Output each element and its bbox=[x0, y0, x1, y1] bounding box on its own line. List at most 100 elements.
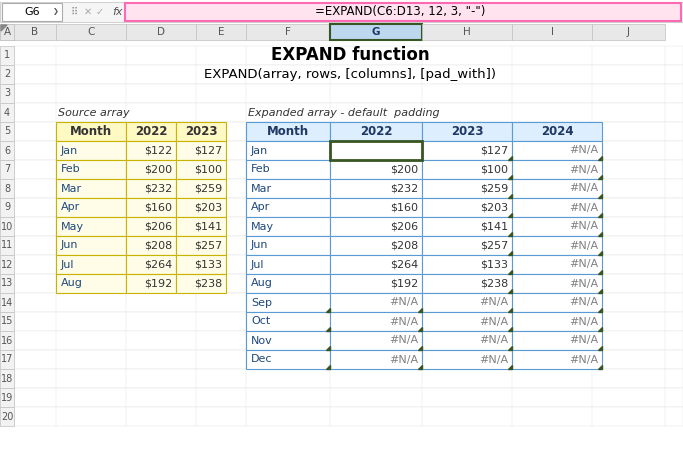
FancyBboxPatch shape bbox=[2, 3, 62, 21]
Text: 12: 12 bbox=[1, 260, 13, 270]
FancyBboxPatch shape bbox=[14, 141, 683, 160]
Polygon shape bbox=[508, 232, 512, 236]
Text: #N/A: #N/A bbox=[569, 202, 598, 212]
Text: #N/A: #N/A bbox=[479, 298, 508, 307]
FancyBboxPatch shape bbox=[330, 141, 422, 160]
Text: ✓: ✓ bbox=[96, 7, 104, 17]
Text: Apr: Apr bbox=[251, 202, 270, 212]
FancyBboxPatch shape bbox=[14, 122, 683, 141]
Text: $206: $206 bbox=[390, 221, 418, 231]
FancyBboxPatch shape bbox=[246, 255, 330, 274]
Text: 1: 1 bbox=[4, 51, 10, 61]
Text: $203: $203 bbox=[480, 202, 508, 212]
FancyBboxPatch shape bbox=[56, 274, 126, 293]
Text: 13: 13 bbox=[1, 279, 13, 289]
Polygon shape bbox=[508, 175, 512, 179]
Polygon shape bbox=[326, 327, 330, 331]
Polygon shape bbox=[598, 156, 602, 160]
Polygon shape bbox=[598, 289, 602, 293]
Text: 11: 11 bbox=[1, 240, 13, 251]
FancyBboxPatch shape bbox=[0, 179, 14, 198]
FancyBboxPatch shape bbox=[176, 198, 226, 217]
FancyBboxPatch shape bbox=[0, 103, 14, 122]
Text: H: H bbox=[463, 27, 471, 37]
FancyBboxPatch shape bbox=[512, 293, 602, 312]
Text: 18: 18 bbox=[1, 374, 13, 384]
Text: 6: 6 bbox=[4, 146, 10, 156]
FancyBboxPatch shape bbox=[176, 255, 226, 274]
FancyBboxPatch shape bbox=[0, 24, 14, 40]
FancyBboxPatch shape bbox=[512, 122, 602, 141]
Text: A: A bbox=[3, 27, 10, 37]
Text: $160: $160 bbox=[144, 202, 172, 212]
Polygon shape bbox=[508, 270, 512, 274]
FancyBboxPatch shape bbox=[0, 84, 14, 103]
FancyBboxPatch shape bbox=[246, 236, 330, 255]
FancyBboxPatch shape bbox=[0, 407, 14, 426]
Polygon shape bbox=[508, 346, 512, 350]
FancyBboxPatch shape bbox=[14, 350, 683, 369]
Text: Jun: Jun bbox=[61, 240, 79, 251]
Polygon shape bbox=[326, 346, 330, 350]
Text: Expanded array - default  padding: Expanded array - default padding bbox=[248, 107, 440, 117]
FancyBboxPatch shape bbox=[0, 141, 14, 160]
Text: $238: $238 bbox=[194, 279, 222, 289]
FancyBboxPatch shape bbox=[0, 160, 14, 179]
Text: 17: 17 bbox=[1, 354, 13, 365]
Text: $232: $232 bbox=[143, 184, 172, 193]
Text: C: C bbox=[87, 27, 95, 37]
FancyBboxPatch shape bbox=[126, 24, 196, 40]
Text: $206: $206 bbox=[144, 221, 172, 231]
FancyBboxPatch shape bbox=[14, 293, 683, 312]
Text: 20: 20 bbox=[1, 412, 13, 421]
Text: Mar: Mar bbox=[61, 184, 82, 193]
Text: #N/A: #N/A bbox=[389, 354, 418, 365]
Polygon shape bbox=[1, 25, 7, 31]
FancyBboxPatch shape bbox=[14, 388, 683, 407]
FancyBboxPatch shape bbox=[14, 179, 683, 198]
FancyBboxPatch shape bbox=[126, 160, 176, 179]
Text: $264: $264 bbox=[390, 260, 418, 270]
Text: #N/A: #N/A bbox=[479, 335, 508, 345]
Text: Jul: Jul bbox=[251, 260, 264, 270]
Text: $203: $203 bbox=[194, 202, 222, 212]
FancyBboxPatch shape bbox=[14, 369, 683, 388]
FancyBboxPatch shape bbox=[14, 255, 683, 274]
FancyBboxPatch shape bbox=[512, 255, 602, 274]
FancyBboxPatch shape bbox=[512, 236, 602, 255]
Text: EXPAND(array, rows, [columns], [pad_with]): EXPAND(array, rows, [columns], [pad_with… bbox=[204, 68, 496, 81]
Polygon shape bbox=[598, 365, 602, 369]
FancyBboxPatch shape bbox=[246, 293, 330, 312]
Text: #N/A: #N/A bbox=[569, 335, 598, 345]
FancyBboxPatch shape bbox=[0, 255, 14, 274]
Text: E: E bbox=[218, 27, 224, 37]
Text: Month: Month bbox=[70, 125, 112, 138]
Polygon shape bbox=[326, 365, 330, 369]
Text: $141: $141 bbox=[480, 221, 508, 231]
FancyBboxPatch shape bbox=[246, 274, 330, 293]
Text: 7: 7 bbox=[4, 165, 10, 175]
FancyBboxPatch shape bbox=[56, 122, 126, 141]
FancyBboxPatch shape bbox=[0, 24, 14, 40]
FancyBboxPatch shape bbox=[330, 312, 422, 331]
Text: Jul: Jul bbox=[61, 260, 74, 270]
Text: Apr: Apr bbox=[61, 202, 80, 212]
Polygon shape bbox=[418, 308, 422, 312]
Text: $259: $259 bbox=[194, 184, 222, 193]
FancyBboxPatch shape bbox=[512, 312, 602, 331]
Text: #N/A: #N/A bbox=[389, 335, 418, 345]
FancyBboxPatch shape bbox=[56, 141, 126, 160]
Text: ⠿: ⠿ bbox=[70, 7, 78, 17]
FancyBboxPatch shape bbox=[0, 369, 14, 388]
FancyBboxPatch shape bbox=[0, 122, 14, 141]
FancyBboxPatch shape bbox=[330, 255, 422, 274]
Text: #N/A: #N/A bbox=[569, 260, 598, 270]
Text: $264: $264 bbox=[143, 260, 172, 270]
Text: B: B bbox=[31, 27, 38, 37]
FancyBboxPatch shape bbox=[126, 141, 176, 160]
FancyBboxPatch shape bbox=[126, 217, 176, 236]
FancyBboxPatch shape bbox=[422, 331, 512, 350]
Polygon shape bbox=[418, 346, 422, 350]
Polygon shape bbox=[598, 213, 602, 217]
FancyBboxPatch shape bbox=[512, 160, 602, 179]
